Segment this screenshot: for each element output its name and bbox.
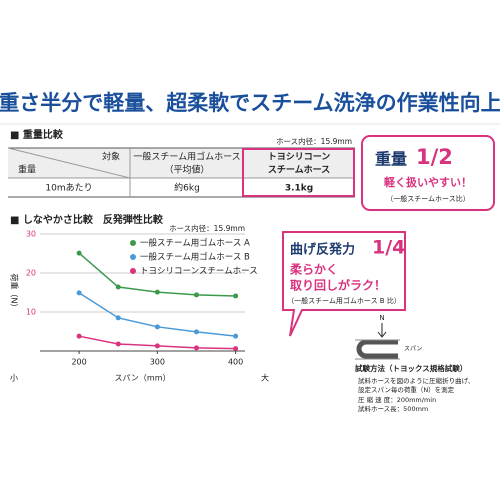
section-heading: ■ 重量比較 (10, 128, 64, 141)
arrow-head (377, 331, 387, 338)
callout-label: 曲げ反発力 (290, 242, 355, 258)
callout-weight: 重量 1/2 軽く扱いやすい！ （一般スチームホース比） (361, 135, 495, 211)
force-label: N (379, 314, 384, 322)
callout-note: （一般スチーム用ゴムホース B 比） (287, 296, 401, 305)
callout-flex: 曲げ反発力 1/4 柔らかく 取り回しがラク！ （一般スチーム用ゴムホース B … (282, 231, 406, 337)
point (154, 343, 160, 349)
legend-marker (130, 240, 136, 246)
point (76, 250, 82, 256)
callout-text: 軽く扱いやすい！ (384, 175, 472, 189)
y-tick-label: 10 (26, 308, 36, 317)
point (76, 333, 82, 339)
point (154, 289, 160, 295)
table: 対象 重量 一般スチーム用ゴムホース （平均値） トヨシリコーン スチームホース… (7, 147, 355, 198)
point (115, 315, 121, 321)
point (233, 346, 239, 352)
header-cell: 一般スチーム用ゴムホース (133, 151, 240, 163)
x-high-label: 大 (261, 373, 269, 383)
legend-label: 一般スチーム用ゴムホース A (140, 238, 250, 249)
callout-ratio: 1/2 (416, 145, 453, 169)
test-title: 試験方法（トヨックス規格試験） (355, 363, 467, 373)
test-line: 試料ホースを図のように圧縮折り曲げ、 (358, 376, 474, 385)
callout-label: 重量 (375, 150, 407, 169)
y-tick-label: 20 (26, 269, 36, 278)
x-axis-label: スパン（mm） (115, 374, 171, 383)
point (115, 341, 121, 347)
legend-label: トヨシリコーンスチームホース (140, 267, 258, 277)
highlight (242, 148, 355, 197)
test-line: 設定スパン毎の荷重（N）を測定 (358, 385, 455, 394)
chart: 10 20 30 200 300 400 荷重（N） スパン（mm） 小 大 一般スチーム用ゴムホー… (10, 230, 270, 383)
y-tick-label: 30 (26, 230, 36, 239)
cell: 約6kg (174, 182, 200, 194)
x-tick-label: 400 (228, 358, 243, 367)
x-low-label: 小 (10, 374, 18, 383)
corner-label: 対象 (102, 151, 120, 163)
point (193, 329, 199, 335)
test-line: 試料ホース長：500mm (358, 404, 428, 413)
hose (356, 339, 398, 359)
y-axis-label: 荷重（N） (10, 274, 20, 312)
x-tick-label: 200 (71, 358, 86, 367)
callout-box (282, 231, 406, 337)
point (76, 290, 82, 296)
legend-marker (130, 268, 136, 274)
header-cell: （平均値） (164, 164, 209, 176)
corner-label: 重量 (18, 164, 36, 176)
note: ホース内径：15.9mm (169, 223, 245, 233)
span-label: スパン (404, 346, 422, 353)
test-method: 試験方法（トヨックス規格試験） 試料ホースを図のように圧縮折り曲げ、 設定スパン… (355, 363, 474, 413)
cell: 10mあたり (45, 183, 92, 194)
point (154, 324, 160, 330)
test-line: 圧 縮 速 度：200mm/min (358, 395, 436, 404)
point (193, 292, 199, 298)
callout-ratio: 1/4 (372, 237, 405, 259)
cell: 3.1kg (285, 184, 313, 194)
plot-area (40, 234, 245, 351)
callout-text: 取り回しがラク！ (290, 278, 386, 293)
callout-note: （一般スチームホース比） (386, 194, 469, 203)
note: ホース内径：15.9mm (276, 136, 352, 146)
section-heading: ■ しなやかさ比較 反発弾性比較 (10, 213, 164, 226)
header-cell: トヨシリコーン (268, 152, 331, 163)
legend-marker (130, 254, 136, 260)
point (233, 333, 239, 339)
rule (7, 147, 131, 179)
point (115, 284, 121, 290)
legend-label: 一般スチーム用ゴムホース B (140, 252, 250, 263)
header-row (8, 148, 355, 178)
x-tick-label: 300 (150, 358, 165, 367)
point (233, 293, 239, 299)
title: 重さ半分で軽量、超柔軟でスチーム洗浄の作業性向上 (0, 91, 500, 115)
header-cell: スチームホース (268, 165, 330, 176)
callout-text: 柔らかく (289, 262, 338, 277)
point (193, 345, 199, 351)
diagram: N スパン (355, 314, 422, 360)
callout-box (361, 135, 495, 211)
